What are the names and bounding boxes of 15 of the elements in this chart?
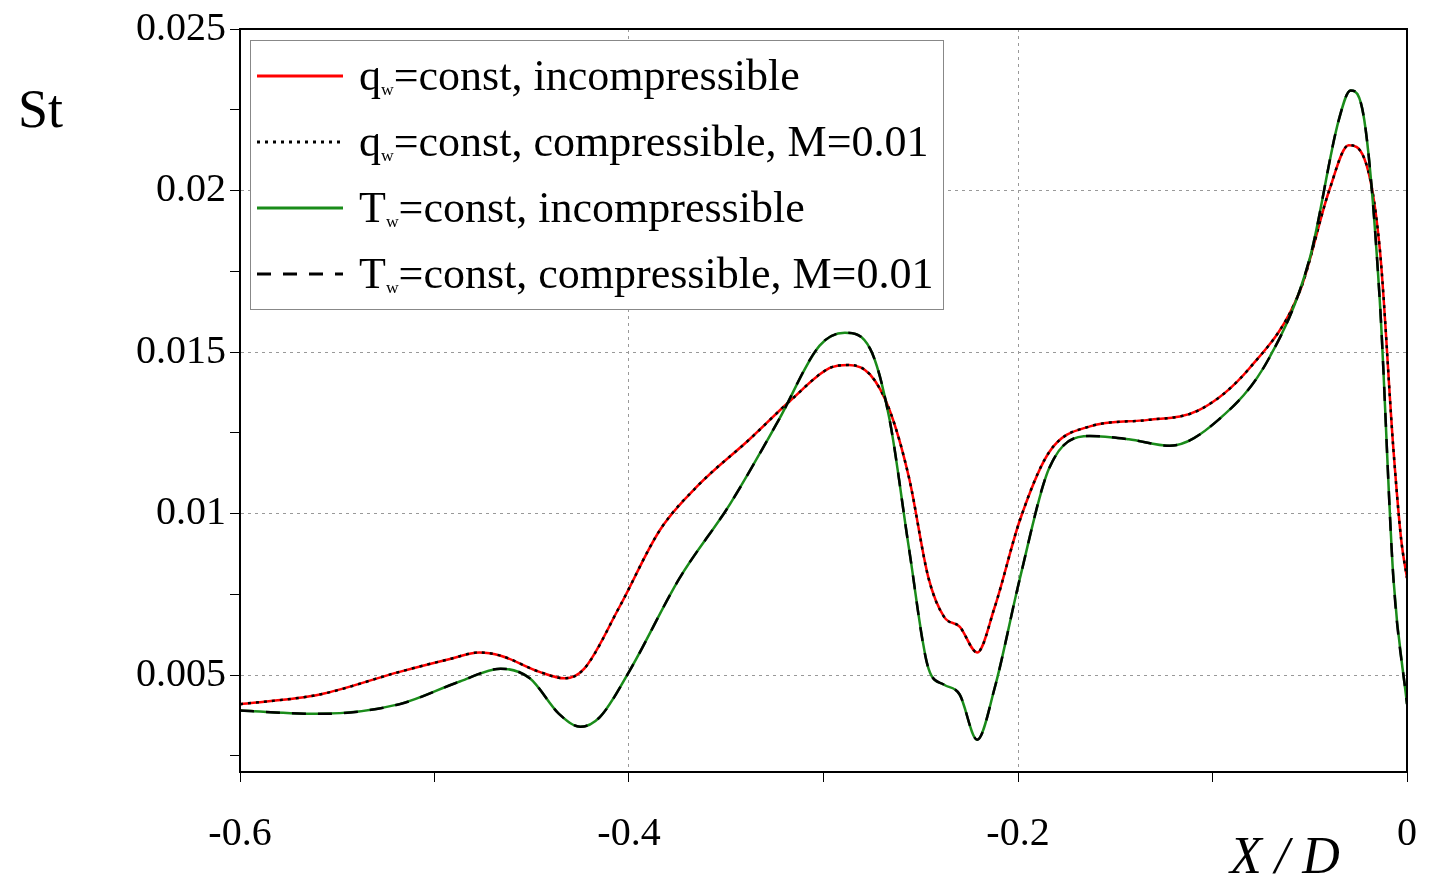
legend-label: T$_{w}$=const, incompressible <box>359 182 805 234</box>
y-tick-label: 0.015 <box>136 326 226 372</box>
x-tick-label: -0.2 <box>986 808 1050 854</box>
x-tick-label: -0.4 <box>597 808 661 854</box>
y-tick-label: 0.025 <box>136 3 226 49</box>
y-tick-label: 0.01 <box>156 488 226 534</box>
x-axis-title: X / D <box>1230 826 1340 885</box>
x-tick-label: -0.6 <box>208 808 272 854</box>
y-axis-title: St <box>18 78 64 140</box>
legend-label: T$_{w}$=const, compressible, M=0.01 <box>359 248 934 300</box>
y-tick-label: 0.02 <box>156 165 226 211</box>
x-tick-label: 0 <box>1397 808 1417 854</box>
legend-label: q$_{w}$=const, incompressible <box>359 50 800 102</box>
legend-label: q$_{w}$=const, compressible, M=0.01 <box>359 116 929 168</box>
y-tick-label: 0.005 <box>136 649 226 695</box>
